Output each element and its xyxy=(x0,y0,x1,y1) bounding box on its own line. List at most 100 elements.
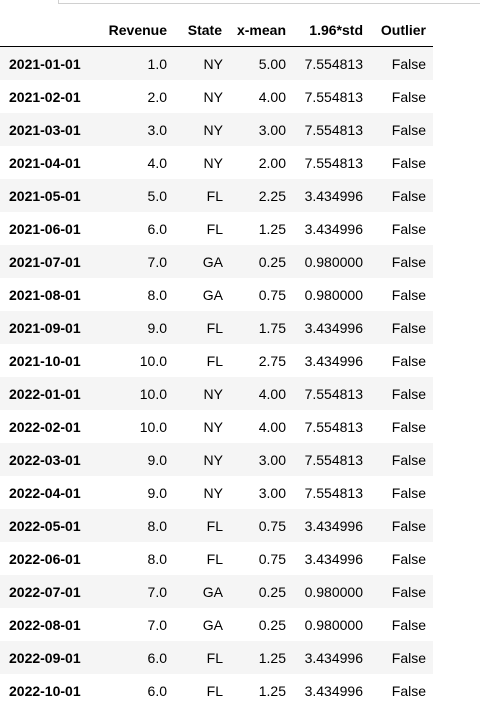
cell-state: NY xyxy=(203,418,223,435)
notebook-top-edge xyxy=(0,0,480,6)
row-index-label: 2021-02-01 xyxy=(9,88,81,105)
cell-x-mean: 4.00 xyxy=(258,418,286,435)
cell-std: 7.554813 xyxy=(304,154,363,171)
cell-std: 3.434996 xyxy=(304,682,363,699)
table-row: 2022-01-01 10.0 NY 4.00 7.554813 False xyxy=(0,377,433,410)
cell-revenue: 10.0 xyxy=(139,418,167,435)
cell-revenue: 6.0 xyxy=(147,649,167,666)
row-index-label: 2022-10-01 xyxy=(9,682,81,699)
column-header-state: State xyxy=(174,13,229,47)
cell-state: NY xyxy=(203,385,223,402)
cell-revenue: 10.0 xyxy=(139,352,167,369)
cell-std: 7.554813 xyxy=(304,418,363,435)
cell-x-mean: 2.25 xyxy=(258,187,286,204)
row-index-label: 2022-07-01 xyxy=(9,583,81,600)
cell-std: 3.434996 xyxy=(304,352,363,369)
cell-revenue: 7.0 xyxy=(147,616,167,633)
cell-revenue: 8.0 xyxy=(147,517,167,534)
dataframe-output: Revenue State x-mean 1.96*std Outlier 20… xyxy=(0,13,480,707)
cell-outlier: False xyxy=(391,154,426,171)
cell-std: 3.434996 xyxy=(304,649,363,666)
cell-revenue: 4.0 xyxy=(147,154,167,171)
cell-outlier: False xyxy=(391,550,426,567)
cell-outlier: False xyxy=(391,649,426,666)
cell-outlier: False xyxy=(391,253,426,270)
cell-x-mean: 3.00 xyxy=(258,484,286,501)
table-row: 2022-09-01 6.0 FL 1.25 3.434996 False xyxy=(0,641,433,674)
cell-state: FL xyxy=(206,649,223,666)
cell-std: 0.980000 xyxy=(304,583,363,600)
cell-revenue: 5.0 xyxy=(147,187,167,204)
cell-state: FL xyxy=(206,187,223,204)
row-index-label: 2021-04-01 xyxy=(9,154,81,171)
cell-state: GA xyxy=(202,583,223,600)
cell-outlier: False xyxy=(391,517,426,534)
table-row: 2021-09-01 9.0 FL 1.75 3.434996 False xyxy=(0,311,433,344)
cell-outlier: False xyxy=(391,682,426,699)
row-index-label: 2021-01-01 xyxy=(9,55,81,72)
row-index-label: 2022-05-01 xyxy=(9,517,81,534)
cell-x-mean: 5.00 xyxy=(258,55,286,72)
cell-state: NY xyxy=(203,484,223,501)
cell-x-mean: 1.25 xyxy=(258,649,286,666)
cell-revenue: 9.0 xyxy=(147,319,167,336)
cell-std: 7.554813 xyxy=(304,121,363,138)
cell-revenue: 9.0 xyxy=(147,484,167,501)
cell-revenue: 3.0 xyxy=(147,121,167,138)
cell-state: NY xyxy=(203,154,223,171)
table-row: 2022-03-01 9.0 NY 3.00 7.554813 False xyxy=(0,443,433,476)
row-index-label: 2022-04-01 xyxy=(9,484,81,501)
cell-state: FL xyxy=(206,517,223,534)
row-index-label: 2022-02-01 xyxy=(9,418,81,435)
table-body: 2021-01-01 1.0 NY 5.00 7.554813 False 2021-02-… xyxy=(0,46,433,707)
cell-x-mean: 2.75 xyxy=(258,352,286,369)
index-header xyxy=(0,13,96,47)
cell-x-mean: 1.25 xyxy=(258,682,286,699)
cell-state: FL xyxy=(206,352,223,369)
cell-outlier: False xyxy=(391,484,426,501)
cell-outlier: False xyxy=(391,616,426,633)
cell-x-mean: 0.25 xyxy=(258,616,286,633)
cell-std: 3.434996 xyxy=(304,550,363,567)
cell-outlier: False xyxy=(391,286,426,303)
cell-state: FL xyxy=(206,682,223,699)
cell-outlier: False xyxy=(391,583,426,600)
table-row: 2022-07-01 7.0 GA 0.25 0.980000 False xyxy=(0,575,433,608)
cell-x-mean: 2.00 xyxy=(258,154,286,171)
row-index-label: 2021-08-01 xyxy=(9,286,81,303)
cell-outlier: False xyxy=(391,352,426,369)
cell-revenue: 10.0 xyxy=(139,385,167,402)
row-index-label: 2022-01-01 xyxy=(9,385,81,402)
cell-state: FL xyxy=(206,220,223,237)
cell-revenue: 8.0 xyxy=(147,550,167,567)
column-header-x-mean: x-mean xyxy=(229,13,293,47)
row-index-label: 2022-09-01 xyxy=(9,649,81,666)
cell-revenue: 2.0 xyxy=(147,88,167,105)
cell-x-mean: 3.00 xyxy=(258,451,286,468)
cell-state: NY xyxy=(203,88,223,105)
table-row: 2022-08-01 7.0 GA 0.25 0.980000 False xyxy=(0,608,433,641)
cell-std: 7.554813 xyxy=(304,55,363,72)
row-index-label: 2022-06-01 xyxy=(9,550,81,567)
cell-x-mean: 0.25 xyxy=(258,253,286,270)
cell-x-mean: 4.00 xyxy=(258,385,286,402)
cell-state: GA xyxy=(202,253,223,270)
cell-outlier: False xyxy=(391,220,426,237)
table-row: 2021-03-01 3.0 NY 3.00 7.554813 False xyxy=(0,113,433,146)
cell-std: 7.554813 xyxy=(304,484,363,501)
cell-state: NY xyxy=(203,55,223,72)
table-row: 2021-08-01 8.0 GA 0.75 0.980000 False xyxy=(0,278,433,311)
cell-outlier: False xyxy=(391,418,426,435)
row-index-label: 2021-03-01 xyxy=(9,121,81,138)
cell-std: 0.980000 xyxy=(304,616,363,633)
cell-x-mean: 0.75 xyxy=(258,550,286,567)
cell-state: NY xyxy=(203,451,223,468)
table-row: 2022-06-01 8.0 FL 0.75 3.434996 False xyxy=(0,542,433,575)
cell-x-mean: 0.75 xyxy=(258,286,286,303)
table-row: 2021-07-01 7.0 GA 0.25 0.980000 False xyxy=(0,245,433,278)
cell-revenue: 1.0 xyxy=(147,55,167,72)
cell-std: 7.554813 xyxy=(304,451,363,468)
cell-std: 0.980000 xyxy=(304,253,363,270)
cell-x-mean: 4.00 xyxy=(258,88,286,105)
cell-x-mean: 1.25 xyxy=(258,220,286,237)
